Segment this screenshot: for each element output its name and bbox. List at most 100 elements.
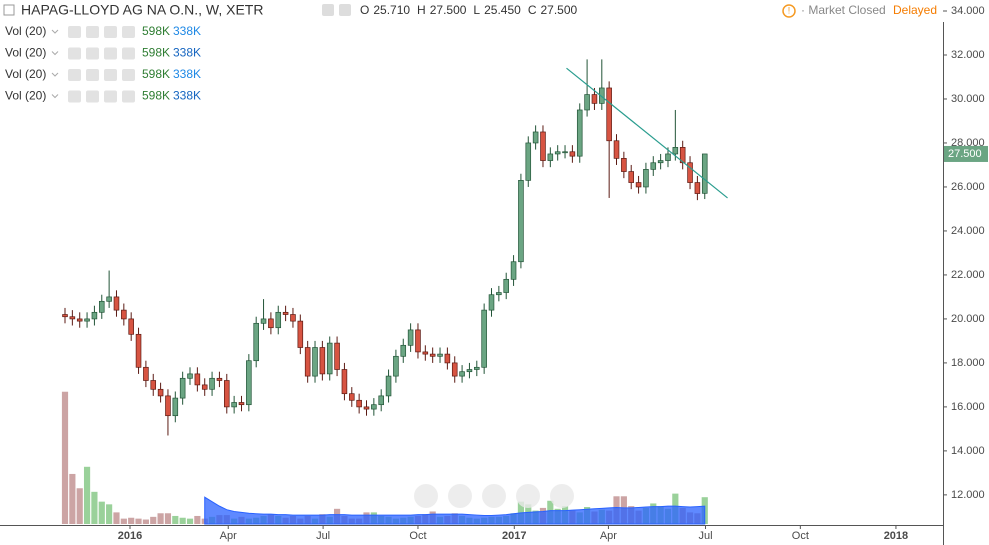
x-tick-label: Apr <box>220 530 237 542</box>
y-tick-label: 24.000 <box>951 225 985 237</box>
candle-body <box>657 160 664 164</box>
candle-body <box>459 371 465 377</box>
x-tick-label: Jul <box>698 530 712 542</box>
candle-body <box>474 366 480 370</box>
candle-body <box>665 153 671 161</box>
candle-body <box>76 318 83 322</box>
volume-bar <box>164 513 172 524</box>
candle-body <box>679 147 686 164</box>
indicator-average: 338K <box>173 24 201 38</box>
status-box <box>625 0 945 22</box>
indicator-menu[interactable] <box>51 51 59 56</box>
volume-bar <box>142 519 149 524</box>
y-tick-label: 18.000 <box>951 357 985 369</box>
x-tick-label: Oct <box>792 530 809 542</box>
candle-body <box>591 94 598 104</box>
zoom-out-button[interactable] <box>448 484 472 508</box>
indicator-average: 338K <box>173 67 201 81</box>
scroll-right-button[interactable] <box>550 484 574 508</box>
indicator-button[interactable] <box>122 69 135 81</box>
candle-body <box>290 314 296 322</box>
candle-body <box>135 333 142 368</box>
candle-body <box>326 342 333 375</box>
volume-bar <box>179 517 186 524</box>
candle-body <box>415 329 421 353</box>
candle-body <box>635 182 642 188</box>
volume-bar <box>135 518 142 524</box>
candle-body <box>444 353 451 364</box>
indicator-button[interactable] <box>86 69 99 81</box>
reset-button[interactable] <box>482 484 506 508</box>
candle-body <box>525 142 532 181</box>
y-tick-label: 14.000 <box>951 445 985 457</box>
candle-body <box>297 320 304 348</box>
indicator-button[interactable] <box>122 26 135 38</box>
indicator-button[interactable] <box>86 26 99 38</box>
overlay: HAPAG-LLOYD AG NA O.N., W, XETR O 25.710 H… <box>3 0 945 508</box>
candle-body <box>98 300 105 313</box>
indicator-name: Vol (20) <box>5 89 46 103</box>
candle-body <box>282 311 289 315</box>
indicator-button[interactable] <box>68 47 81 60</box>
candle-body <box>613 140 620 159</box>
indicator-button[interactable] <box>68 90 81 103</box>
candle-body <box>106 296 112 302</box>
candle-body <box>260 318 267 324</box>
candle-body <box>157 388 164 397</box>
indicator-menu[interactable] <box>51 94 59 99</box>
candle-body <box>201 384 208 390</box>
candle-body <box>231 402 237 408</box>
indicator-button[interactable] <box>68 26 81 38</box>
volume-bar <box>120 518 127 524</box>
candle-body <box>694 182 701 194</box>
candle-body <box>628 171 634 183</box>
indicator-button[interactable] <box>122 47 135 60</box>
candle-body <box>334 342 340 370</box>
candle-body <box>363 406 370 410</box>
y-tick-label: 26.000 <box>951 181 985 193</box>
scroll-left-button[interactable] <box>414 484 438 508</box>
volume-bar <box>157 513 164 524</box>
y-tick-label: 28.000 <box>951 137 985 149</box>
candle-body <box>304 347 311 377</box>
indicator-button[interactable] <box>104 90 117 103</box>
indicator-menu[interactable] <box>51 29 59 34</box>
candle-body <box>209 377 215 390</box>
indicator-button[interactable] <box>86 90 99 103</box>
volume-bar <box>194 515 201 524</box>
candle-body <box>253 322 259 362</box>
candle-body <box>69 316 76 320</box>
candle-body <box>621 158 627 172</box>
status-icon-mark: ! <box>788 5 791 15</box>
settings-button[interactable] <box>339 4 351 16</box>
indicator-button[interactable] <box>104 69 117 81</box>
indicator-volume: 598K <box>142 46 170 60</box>
candle-body <box>113 296 120 311</box>
indicator-button[interactable] <box>122 90 135 103</box>
candle-body <box>187 373 193 379</box>
indicator-menu[interactable] <box>51 72 59 77</box>
candle-body <box>650 162 657 170</box>
zoom-in-button[interactable] <box>516 484 540 508</box>
ohlc-key: C <box>528 3 537 17</box>
volume-bar <box>150 516 157 524</box>
indicator-button[interactable] <box>104 47 117 60</box>
ohlc-key: H <box>417 3 426 17</box>
indicator-button[interactable] <box>104 26 117 38</box>
volume-bar <box>106 504 113 524</box>
collapse-toggle[interactable] <box>3 4 15 16</box>
indicator-button[interactable] <box>68 69 81 81</box>
candle-body <box>606 87 612 142</box>
plot-area <box>61 59 728 525</box>
candle-body <box>179 377 186 399</box>
ohlc-value: 27.500 <box>540 3 577 17</box>
candle-body <box>576 109 583 157</box>
candle-body <box>349 393 355 401</box>
candle-body <box>121 309 127 320</box>
settings-button[interactable] <box>322 4 334 16</box>
indicator-button[interactable] <box>86 47 99 60</box>
candle-body <box>319 347 326 375</box>
navigation <box>414 484 574 508</box>
